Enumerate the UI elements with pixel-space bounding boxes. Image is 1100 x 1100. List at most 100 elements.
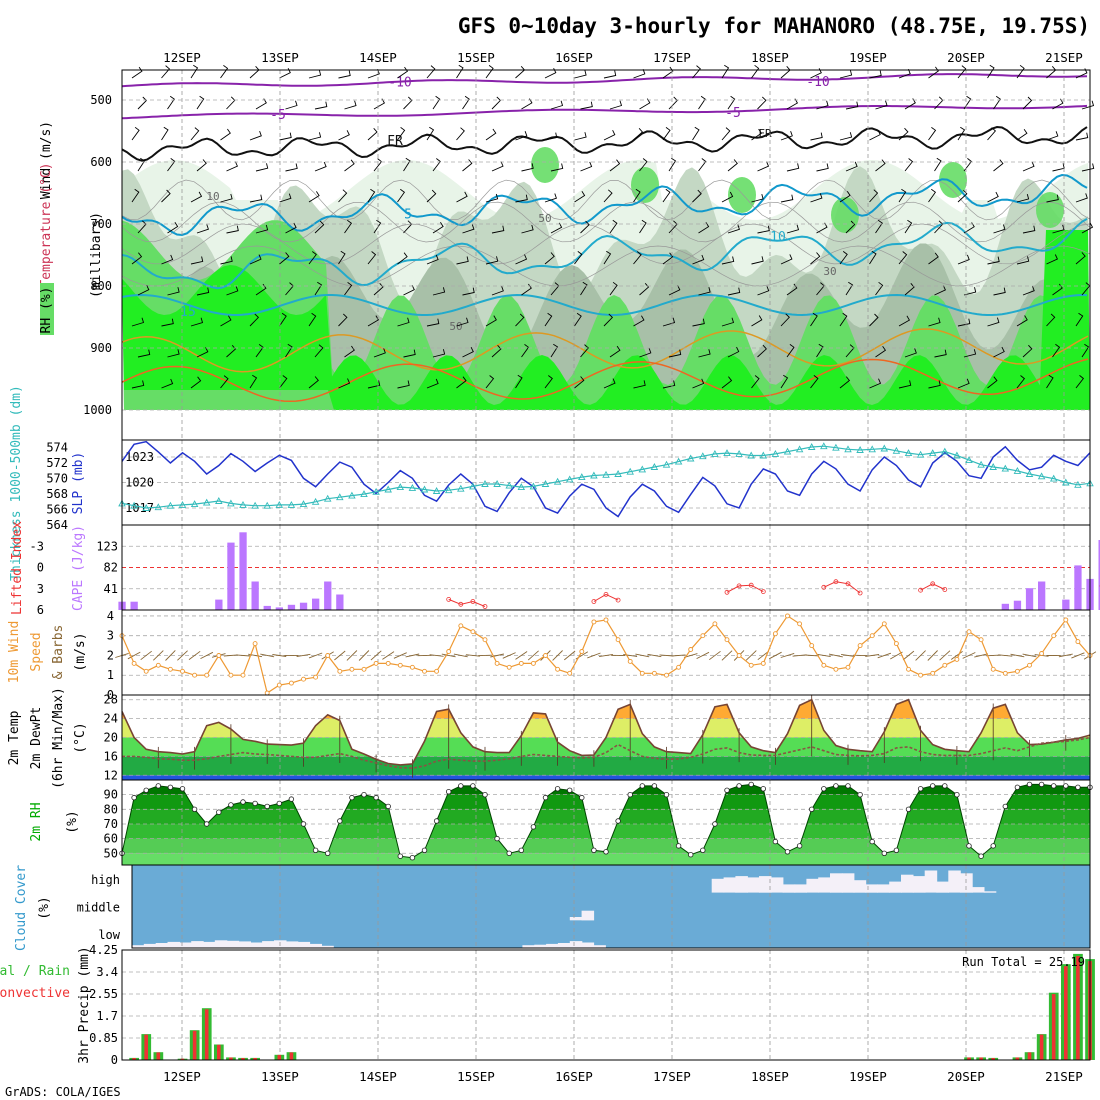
wind-barb-10m [465,654,480,657]
cloud-low-bar [167,941,180,948]
wind-speed-point [409,664,415,670]
wind-barb-10m [308,652,323,659]
cloud-low-bar [593,945,606,948]
rh-ytick: 70 [104,817,118,831]
wind-barb [786,163,800,172]
rh-color-band [122,809,1090,824]
rh-point [893,847,900,853]
wind-barb [609,345,621,358]
thickness-point [275,500,284,508]
wind-speed-point [385,660,391,666]
cloud-low-bar [179,942,192,948]
thickness-point [638,465,647,473]
wind-barb [839,70,853,79]
wind-barb [190,376,202,389]
wind-barb [1016,193,1030,203]
wind-speed-point [155,662,161,668]
cloud-low-bar [191,941,204,948]
cloud-high-bar [865,884,878,893]
wind-barb [161,378,174,389]
wind-barb [456,127,465,141]
wind-barb [403,285,415,296]
li-point [482,604,488,609]
wind-barb [344,282,353,296]
wind-speed-point [337,668,343,674]
thickness-point [977,460,985,468]
wind-barb [456,376,467,389]
cloud-low-bar [203,941,216,948]
wind-barb [1075,252,1086,265]
wind-barb [367,380,381,389]
cape-bar [336,594,344,610]
wind-barb [727,346,740,358]
li-point [724,589,730,595]
temp-ytick: 20 [104,731,118,745]
wind-barb-10m [647,653,662,658]
rh-point [1026,781,1033,788]
cloud-high-bar [818,877,831,893]
rh-point [724,787,730,793]
wind-speed-point [748,662,754,668]
wind-barb [603,70,617,79]
wind-barb [515,194,528,203]
rh-point [1063,783,1069,789]
wind-barb [662,188,671,203]
thickness-point [420,485,429,493]
thickness-point [807,443,816,450]
precip-convective-bar [1039,1034,1044,1060]
wind-barb-10m [828,653,843,658]
precip-convective-bar [132,1058,136,1060]
cape-bar [275,607,283,610]
wind-barb [810,312,818,327]
thickness-point [444,486,453,494]
wind-barb [692,318,705,327]
isotherm-label: 10 [770,230,786,245]
wind-barb [574,312,582,327]
rh-point [1050,783,1057,789]
wind-barb [633,188,641,203]
footer-credit: GrADS: COLA/IGES [5,1085,121,1099]
thickness-point [469,482,477,490]
rh-point [760,786,766,792]
cloud-low-bar [238,941,251,948]
wind-ytick: 3 [107,629,114,643]
rh-label: 30 [823,265,836,278]
wind-speed-point [192,672,198,678]
precip-convective-bar [277,1054,282,1060]
rh-color-band [122,853,1090,865]
wind-barb [1052,343,1061,358]
upper-air-ytick: 600 [90,155,112,169]
wind-speed-point [603,617,609,623]
li-point [821,584,827,590]
wind-barb [1075,375,1085,389]
rh-ytick: 90 [104,788,118,802]
upper-air-ylabel: (millibars) [89,212,104,298]
rh-point [288,796,295,802]
thickness-ytick: 574 [46,441,68,455]
wind-barb [485,375,495,389]
wind-speed-point [373,660,379,666]
wind-barb [190,317,204,327]
wind-barb [603,378,616,389]
wind-speed-point [143,668,149,674]
wind-barb [839,132,853,141]
wind-barb [757,344,768,358]
wind-speed-point [615,637,621,643]
wind-barb-10m [441,653,456,658]
wind-barb [898,127,909,141]
wind-speed-point [591,619,597,625]
wind-speed-point [942,662,948,668]
cape-bar [239,532,247,610]
wind-barb [751,375,760,389]
thickness-point [686,454,695,462]
wind-barb [131,188,140,203]
wind-barb [544,375,553,389]
cloud-high-bar [853,880,867,893]
rh-point [627,792,633,798]
wind-barb [432,158,441,172]
wind-barb [816,343,824,358]
wind-barb [521,344,530,358]
wind-barb [904,348,917,358]
wind-barb [721,127,731,141]
thickness-point [650,463,659,470]
